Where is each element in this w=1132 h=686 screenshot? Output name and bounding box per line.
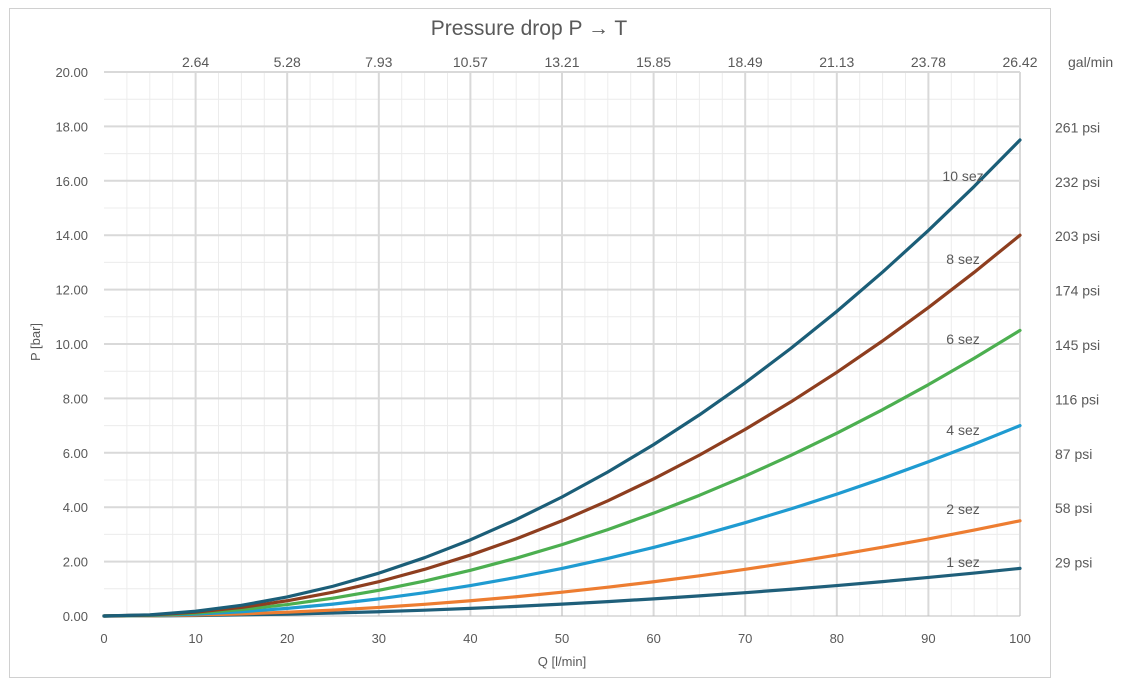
secondary-y-tick-label: 116 psi <box>1055 391 1099 407</box>
x-tick-label: 70 <box>738 631 752 646</box>
y-tick-label: 0.00 <box>63 609 88 624</box>
series-label-8-sez: 8 sez <box>946 251 979 267</box>
series-label-6-sez: 6 sez <box>946 331 979 347</box>
secondary-x-tick-label: 18.49 <box>728 54 763 70</box>
y-tick-label: 2.00 <box>63 555 88 570</box>
x-tick-label: 20 <box>280 631 294 646</box>
series-line-10-sez <box>102 138 1022 618</box>
series-line-8-sez <box>102 233 1022 618</box>
x-tick-label: 60 <box>646 631 660 646</box>
series-line-6-sez <box>102 328 1022 618</box>
x-tick-label: 100 <box>1009 631 1031 646</box>
x-tick-label: 0 <box>100 631 107 646</box>
secondary-y-tick-label: 29 psi <box>1055 555 1092 571</box>
x-tick-label: 40 <box>463 631 477 646</box>
y-axis-title: P [bar] <box>28 323 43 361</box>
series-label-2-sez: 2 sez <box>946 501 979 517</box>
secondary-y-tick-label: 58 psi <box>1055 500 1092 516</box>
x-tick-label: 90 <box>921 631 935 646</box>
x-tick-label: 30 <box>372 631 386 646</box>
secondary-y-tick-label: 87 psi <box>1055 446 1092 462</box>
secondary-x-unit-label: gal/min <box>1068 54 1113 70</box>
chart-title: Pressure drop P → T <box>431 17 628 40</box>
y-tick-label: 20.00 <box>55 65 88 80</box>
secondary-y-tick-label: 232 psi <box>1055 174 1100 190</box>
x-tick-label: 10 <box>188 631 202 646</box>
axis-layer: 0 10 20 30 40 50 60 70 80 90 100 0.00 2.00 4.00 6.00 8.… <box>55 54 1100 646</box>
secondary-x-tick-label: 13.21 <box>544 54 579 70</box>
secondary-y-tick-label: 174 psi <box>1055 283 1100 299</box>
series-layer <box>102 138 1022 618</box>
y-tick-label: 16.00 <box>55 174 88 189</box>
x-axis-title: Q [l/min] <box>538 654 586 669</box>
secondary-x-tick-label: 7.93 <box>365 54 392 70</box>
grid-layer <box>104 71 1021 616</box>
secondary-x-tick-label: 21.13 <box>819 54 854 70</box>
x-tick-label: 80 <box>830 631 844 646</box>
y-tick-label: 18.00 <box>55 119 88 134</box>
series-label-4-sez: 4 sez <box>946 422 979 438</box>
series-label-10-sez: 10 sez <box>942 168 983 184</box>
y-tick-label: 4.00 <box>63 500 88 515</box>
series-label-1-sez: 1 sez <box>946 554 979 570</box>
secondary-y-tick-label: 261 psi <box>1055 119 1100 135</box>
secondary-y-tick-label: 145 psi <box>1055 337 1100 353</box>
y-tick-label: 8.00 <box>63 391 88 406</box>
secondary-x-tick-label: 15.85 <box>636 54 671 70</box>
label-layer: 1 sez 2 sez 4 sez 6 sez 8 sez 10 sez <box>942 168 983 570</box>
secondary-x-tick-label: 23.78 <box>911 54 946 70</box>
y-tick-label: 12.00 <box>55 283 88 298</box>
series-line-4-sez <box>102 424 1022 618</box>
y-tick-label: 14.00 <box>55 228 88 243</box>
series-line-2-sez <box>102 519 1022 618</box>
secondary-x-tick-label: 26.42 <box>1002 54 1037 70</box>
y-tick-label: 10.00 <box>55 337 88 352</box>
secondary-y-tick-label: 203 psi <box>1055 228 1100 244</box>
secondary-x-tick-label: 2.64 <box>182 54 209 70</box>
x-tick-label: 50 <box>555 631 569 646</box>
y-tick-label: 6.00 <box>63 446 88 461</box>
secondary-x-tick-label: 10.57 <box>453 54 488 70</box>
secondary-x-tick-label: 5.28 <box>274 54 301 70</box>
